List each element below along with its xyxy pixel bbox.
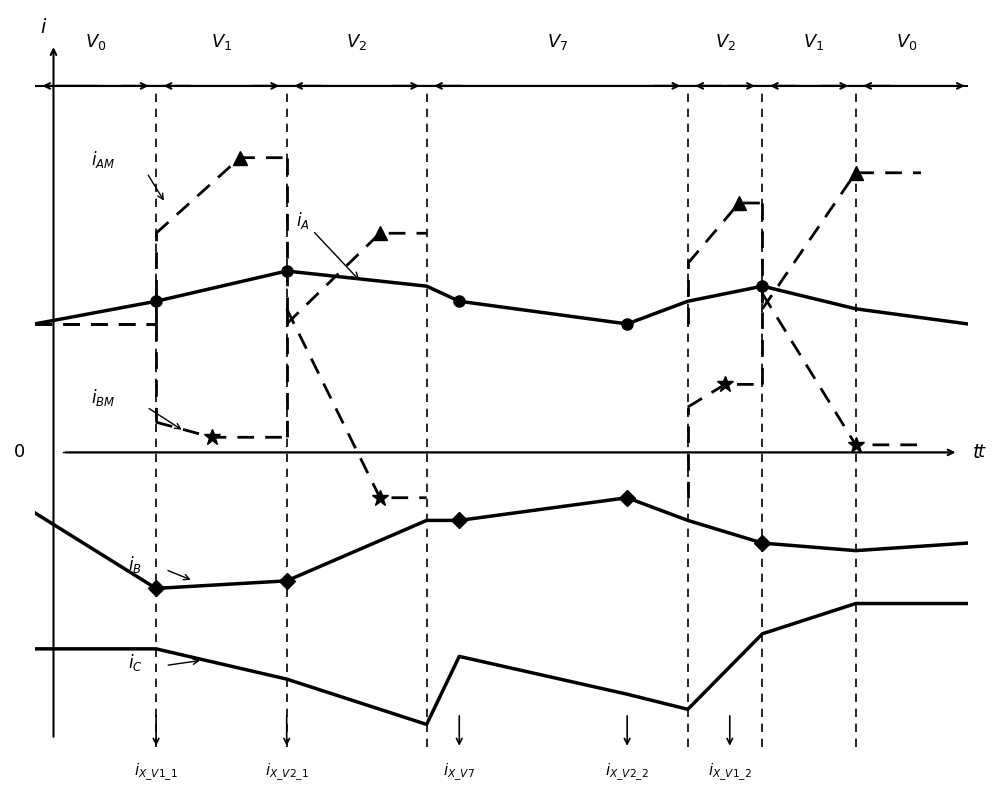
Text: $V_7$: $V_7$ [547,32,568,52]
Text: $i_{X\_V2\_1}$: $i_{X\_V2\_1}$ [265,763,309,783]
Text: $V_0$: $V_0$ [85,32,106,52]
Text: $i_{X\_V2\_2}$: $i_{X\_V2\_2}$ [605,763,649,783]
Text: $t$: $t$ [977,444,987,461]
Text: $t$: $t$ [972,443,983,462]
Text: $0$: $0$ [13,444,26,461]
Text: $i_{AM}$: $i_{AM}$ [91,149,115,171]
Text: $i$: $i$ [40,18,48,37]
Text: $i_{X\_V7}$: $i_{X\_V7}$ [443,763,475,783]
Text: $i_B$: $i_B$ [128,553,142,574]
Text: $i_{BM}$: $i_{BM}$ [91,387,115,409]
Text: $V_2$: $V_2$ [346,32,367,52]
Text: $V_1$: $V_1$ [211,32,232,52]
Text: $V_0$: $V_0$ [896,32,918,52]
Text: $i_A$: $i_A$ [296,210,358,280]
Text: $V_1$: $V_1$ [803,32,824,52]
Text: $V_2$: $V_2$ [715,32,736,52]
Text: $i_{X\_V1\_1}$: $i_{X\_V1\_1}$ [134,763,178,783]
Text: $i_C$: $i_C$ [128,652,143,673]
Text: $i_{X\_V1\_2}$: $i_{X\_V1\_2}$ [708,763,752,783]
